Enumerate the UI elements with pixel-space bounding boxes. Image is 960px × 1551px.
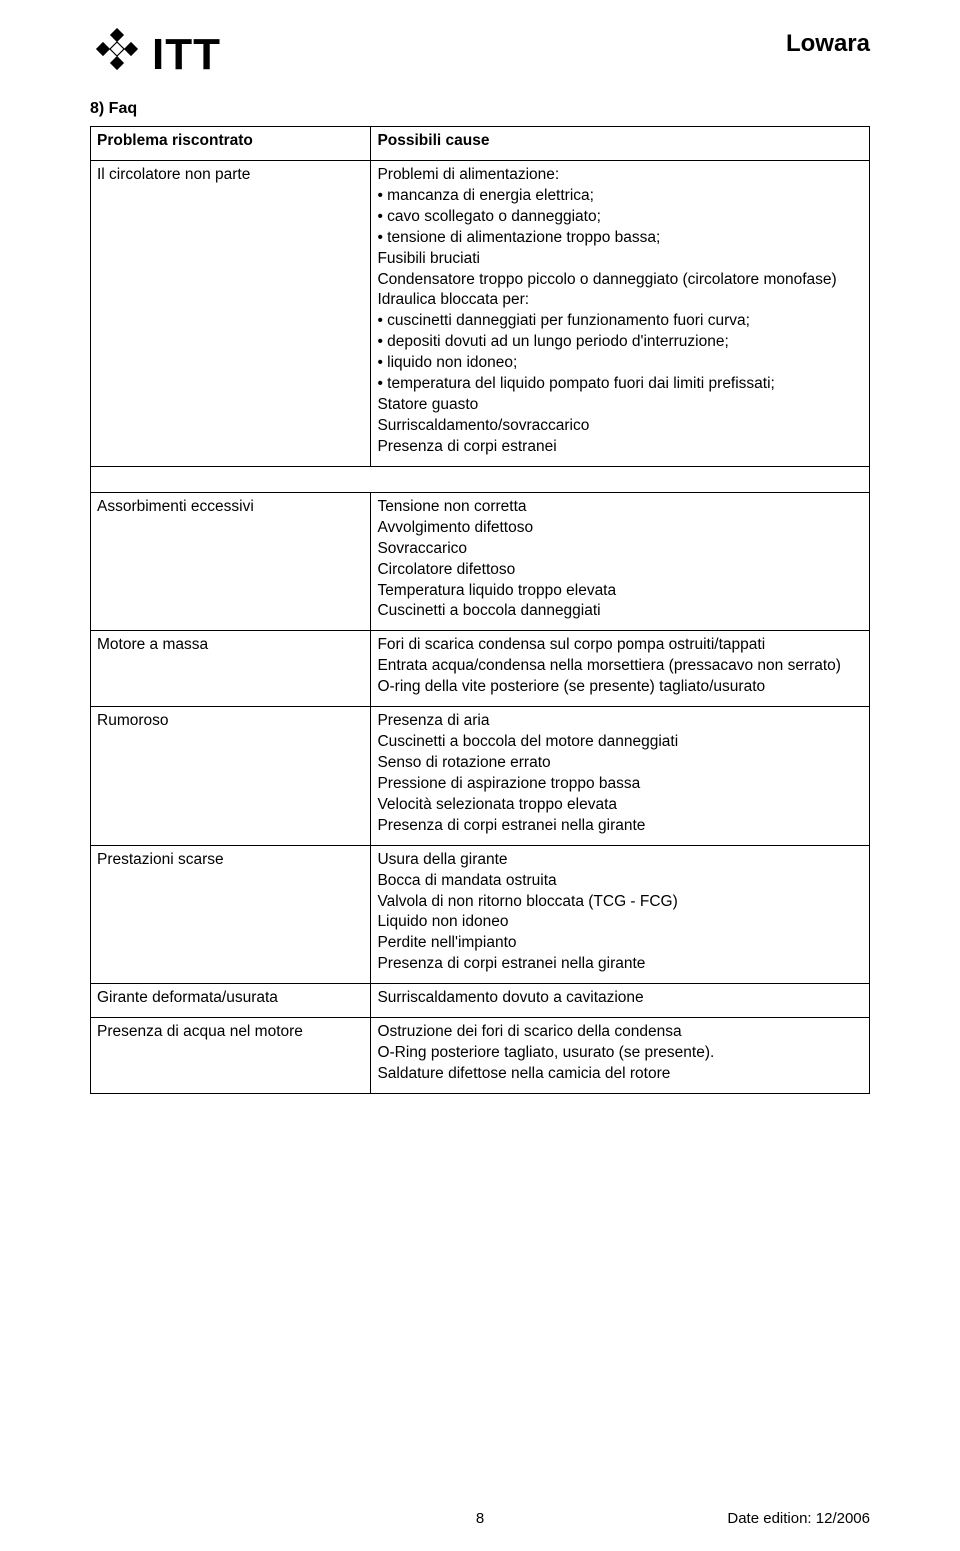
cause-line: Liquido non idoneo <box>377 912 863 933</box>
problem-cell: Girante deformata/usurata <box>91 984 371 1018</box>
cause-line: Avvolgimento difettoso <box>377 518 863 539</box>
cause-line: Presenza di aria <box>377 711 863 732</box>
cause-line: Idraulica bloccata per: <box>377 290 863 311</box>
cause-line: Surriscaldamento/sovraccarico <box>377 416 863 437</box>
cause-line: Perdite nell'impianto <box>377 933 863 954</box>
date-edition: Date edition: 12/2006 <box>727 1510 870 1527</box>
table-spacer-row <box>91 466 870 492</box>
cause-line: Velocità selezionata troppo elevata <box>377 795 863 816</box>
col-header-problem: Problema riscontrato <box>91 127 371 161</box>
cause-line: Condensatore troppo piccolo o danneggiat… <box>377 270 863 291</box>
cause-bullet: cuscinetti danneggiati per funzionamento… <box>377 311 863 332</box>
cause-line: Bocca di mandata ostruita <box>377 871 863 892</box>
cause-line: Presenza di corpi estranei <box>377 437 863 458</box>
cause-cell: Fori di scarica condensa sul corpo pompa… <box>371 631 870 707</box>
cause-bullets: cuscinetti danneggiati per funzionamento… <box>377 311 863 395</box>
spacer <box>371 466 870 492</box>
spacer <box>91 466 371 492</box>
cause-cell: Presenza di aria Cuscinetti a boccola de… <box>371 707 870 846</box>
cause-bullet: mancanza di energia elettrica; <box>377 186 863 207</box>
cause-bullet: tensione di alimentazione troppo bassa; <box>377 228 863 249</box>
page: ITT Lowara 8) Faq Problema riscontrato P… <box>0 0 960 1551</box>
cause-bullet: depositi dovuti ad un lungo periodo d'in… <box>377 332 863 353</box>
cause-cell: Ostruzione dei fori di scarico della con… <box>371 1018 870 1094</box>
cause-line: Sovraccarico <box>377 539 863 560</box>
cause-line: Senso di rotazione errato <box>377 753 863 774</box>
table-row: Assorbimenti eccessivi Tensione non corr… <box>91 492 870 631</box>
section-heading: 8) Faq <box>90 100 870 118</box>
brand-name: Lowara <box>786 30 870 58</box>
problem-cell: Assorbimenti eccessivi <box>91 492 371 631</box>
page-footer: 8 Date edition: 12/2006 <box>90 1510 870 1527</box>
table-row: Rumoroso Presenza di aria Cuscinetti a b… <box>91 707 870 846</box>
table-row: Prestazioni scarse Usura della girante B… <box>91 845 870 984</box>
cause-line: Saldature difettose nella camicia del ro… <box>377 1064 863 1085</box>
table-header-row: Problema riscontrato Possibili cause <box>91 127 870 161</box>
cause-line: Ostruzione dei fori di scarico della con… <box>377 1022 863 1043</box>
problem-cell: Motore a massa <box>91 631 371 707</box>
cause-line: Presenza di corpi estranei nella girante <box>377 954 863 975</box>
cause-line: Tensione non corretta <box>377 497 863 518</box>
cause-line: Fori di scarica condensa sul corpo pompa… <box>377 635 863 656</box>
cause-cell: Tensione non corretta Avvolgimento difet… <box>371 492 870 631</box>
page-number: 8 <box>476 1510 484 1527</box>
logo-text: ITT <box>152 33 221 77</box>
faq-table: Problema riscontrato Possibili cause Il … <box>90 126 870 1094</box>
cause-bullets: mancanza di energia elettrica; cavo scol… <box>377 186 863 249</box>
page-header: ITT Lowara <box>90 28 870 82</box>
cause-line: Presenza di corpi estranei nella girante <box>377 816 863 837</box>
cause-line: Temperatura liquido troppo elevata <box>377 581 863 602</box>
cause-line: O-ring della vite posteriore (se present… <box>377 677 863 698</box>
col-header-cause: Possibili cause <box>371 127 870 161</box>
cause-cell: Surriscaldamento dovuto a cavitazione <box>371 984 870 1018</box>
cause-line: O-Ring posteriore tagliato, usurato (se … <box>377 1043 863 1064</box>
cause-line: Pressione di aspirazione troppo bassa <box>377 774 863 795</box>
cause-cell: Problemi di alimentazione: mancanza di e… <box>371 160 870 466</box>
cause-line: Valvola di non ritorno bloccata (TCG - F… <box>377 892 863 913</box>
table-row: Il circolatore non parte Problemi di ali… <box>91 160 870 466</box>
cause-line: Entrata acqua/condensa nella morsettiera… <box>377 656 863 677</box>
table-row: Girante deformata/usurata Surriscaldamen… <box>91 984 870 1018</box>
problem-cell: Presenza di acqua nel motore <box>91 1018 371 1094</box>
problem-cell: Rumoroso <box>91 707 371 846</box>
problem-cell: Il circolatore non parte <box>91 160 371 466</box>
itt-logo-icon <box>90 28 144 82</box>
cause-bullet: temperatura del liquido pompato fuori da… <box>377 374 863 395</box>
cause-cell: Usura della girante Bocca di mandata ost… <box>371 845 870 984</box>
cause-line: Problemi di alimentazione: <box>377 165 863 186</box>
table-row: Motore a massa Fori di scarica condensa … <box>91 631 870 707</box>
logo-block: ITT <box>90 28 221 82</box>
cause-line: Fusibili bruciati <box>377 249 863 270</box>
cause-line: Usura della girante <box>377 850 863 871</box>
problem-cell: Prestazioni scarse <box>91 845 371 984</box>
cause-bullet: cavo scollegato o danneggiato; <box>377 207 863 228</box>
cause-line: Surriscaldamento dovuto a cavitazione <box>377 988 863 1009</box>
table-row: Presenza di acqua nel motore Ostruzione … <box>91 1018 870 1094</box>
cause-line: Cuscinetti a boccola del motore danneggi… <box>377 732 863 753</box>
cause-line: Cuscinetti a boccola danneggiati <box>377 601 863 622</box>
cause-line: Circolatore difettoso <box>377 560 863 581</box>
cause-line: Statore guasto <box>377 395 863 416</box>
cause-bullet: liquido non idoneo; <box>377 353 863 374</box>
